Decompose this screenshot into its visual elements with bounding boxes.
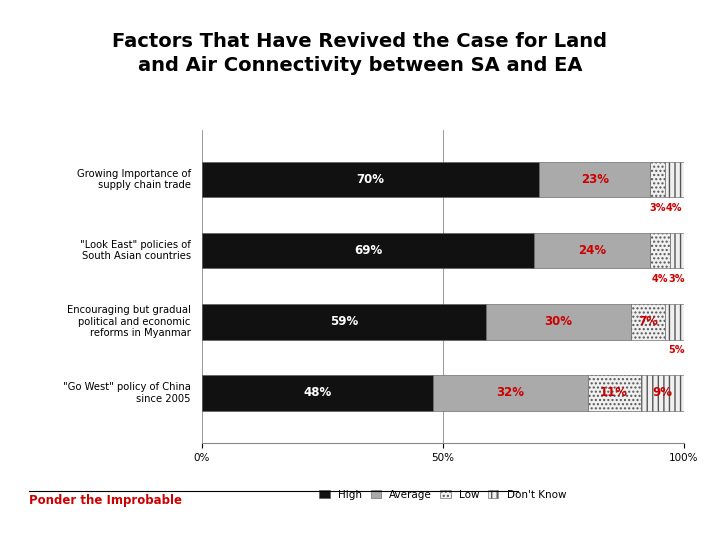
Text: 32%: 32% <box>496 387 524 400</box>
Text: 5%: 5% <box>668 345 685 355</box>
Bar <box>665 304 689 340</box>
Text: Encouraging but gradual
political and economic
reforms in Myanmar: Encouraging but gradual political and ec… <box>67 305 191 339</box>
Bar <box>202 375 433 411</box>
Text: 11%: 11% <box>600 387 628 400</box>
Text: 4%: 4% <box>652 274 668 284</box>
Text: 9%: 9% <box>652 387 672 400</box>
Bar <box>650 161 665 197</box>
Bar <box>650 233 670 268</box>
Bar <box>202 304 486 340</box>
Text: 3%: 3% <box>649 203 666 213</box>
Text: Growing Importance of
supply chain trade: Growing Importance of supply chain trade <box>76 168 191 190</box>
Text: 48%: 48% <box>303 387 331 400</box>
Legend: High, Average, Low, Don't Know: High, Average, Low, Don't Know <box>315 485 570 504</box>
Text: 59%: 59% <box>330 315 358 328</box>
Bar <box>534 233 650 268</box>
Bar <box>486 304 631 340</box>
Bar <box>665 161 684 197</box>
Text: "Look East" policies of
South Asian countries: "Look East" policies of South Asian coun… <box>80 240 191 261</box>
Text: 69%: 69% <box>354 244 382 257</box>
Text: Factors That Have Revived the Case for Land
and Air Connectivity between SA and : Factors That Have Revived the Case for L… <box>112 32 608 75</box>
Text: Ponder the Improbable: Ponder the Improbable <box>29 494 181 507</box>
Text: "Go West" policy of China
since 2005: "Go West" policy of China since 2005 <box>63 382 191 404</box>
Bar <box>670 233 684 268</box>
Bar <box>433 375 588 411</box>
Bar <box>631 304 665 340</box>
Text: 4%: 4% <box>666 203 683 213</box>
Text: 3%: 3% <box>668 274 685 284</box>
Bar <box>202 161 539 197</box>
Bar <box>588 375 641 411</box>
Text: 23%: 23% <box>581 173 608 186</box>
Text: 7%: 7% <box>638 315 658 328</box>
Text: 70%: 70% <box>356 173 384 186</box>
Text: 30%: 30% <box>544 315 572 328</box>
Text: 24%: 24% <box>578 244 606 257</box>
Bar <box>202 233 534 268</box>
Bar <box>539 161 650 197</box>
Bar <box>641 375 684 411</box>
